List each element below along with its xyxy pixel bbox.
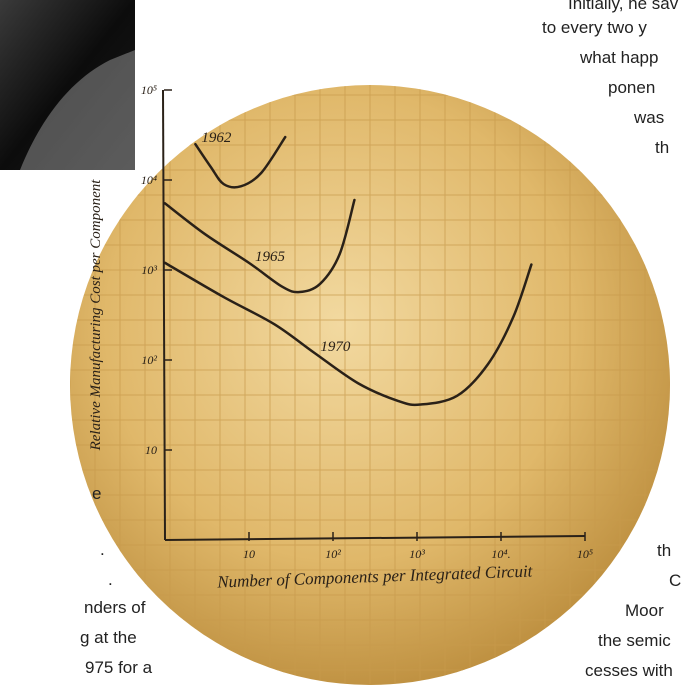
portrait-shape (20, 50, 135, 170)
curve-label: 1970 (320, 339, 351, 355)
curve (163, 261, 533, 407)
body-text: . (100, 540, 105, 559)
body-text: to every two y (542, 18, 647, 37)
body-text: the semic (598, 631, 671, 650)
portrait-photo (0, 0, 135, 170)
curve-label: 1962 (201, 130, 232, 146)
body-text: nders of (84, 598, 146, 617)
body-text: g at the (80, 628, 137, 647)
body-text: was (634, 108, 665, 127)
x-tick-label: 10⁵ (577, 547, 593, 561)
x-tick-label: 10⁴. (491, 547, 510, 561)
body-text: 975 for a (85, 658, 153, 677)
curve (163, 198, 356, 294)
body-text: cesses with (585, 661, 673, 680)
y-tick-label: 10 (145, 443, 157, 457)
x-axis (164, 535, 586, 541)
body-text: th (657, 541, 672, 560)
body-text: Moor (625, 601, 664, 620)
body-text: e (92, 484, 102, 503)
curve (194, 135, 287, 189)
x-tick-label: 10² (325, 547, 341, 561)
y-tick-label: 10⁴ (141, 173, 157, 187)
y-tick-label: 10³ (141, 263, 157, 277)
y-tick-label: 10² (141, 353, 157, 367)
x-tick-label: 10³ (409, 547, 425, 561)
body-text: what happ (580, 48, 659, 67)
body-text: C (669, 571, 682, 590)
body-text: th (655, 138, 670, 157)
y-tick-label: 10⁵ (141, 83, 157, 97)
body-text: . (108, 570, 113, 589)
y-axis (162, 89, 166, 541)
x-tick-label: 10 (243, 547, 255, 561)
body-text: Initially, he sav (568, 0, 679, 13)
body-text: ponen (608, 78, 656, 97)
y-axis-label: Relative Manufacturing Cost per Componen… (88, 179, 104, 452)
curve-label: 1965 (255, 249, 286, 265)
